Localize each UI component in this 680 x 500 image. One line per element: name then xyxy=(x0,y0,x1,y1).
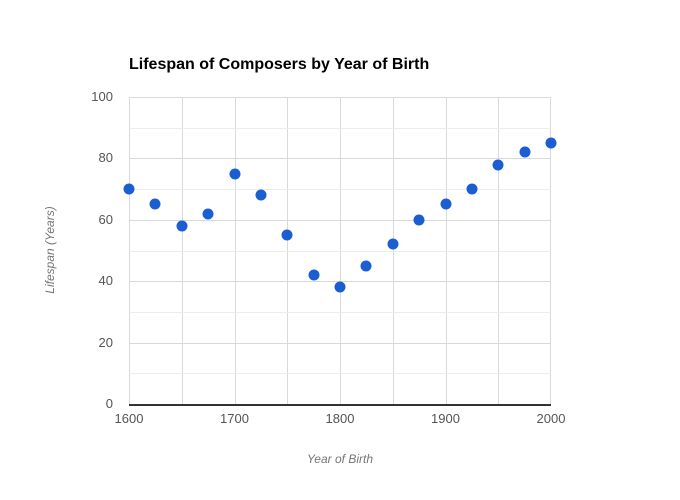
data-point[interactable] xyxy=(255,189,267,201)
data-point[interactable] xyxy=(202,208,214,220)
x-tick-label: 2000 xyxy=(536,411,566,426)
data-point[interactable] xyxy=(281,229,293,241)
data-point[interactable] xyxy=(519,146,531,158)
data-point[interactable] xyxy=(545,137,557,149)
gridline-horizontal-minor xyxy=(129,250,551,252)
gridline-horizontal-major xyxy=(129,342,551,344)
data-point[interactable] xyxy=(123,183,135,195)
gridline-horizontal-major xyxy=(129,158,551,160)
gridline-horizontal-minor xyxy=(129,373,551,375)
gridline-horizontal-major xyxy=(129,219,551,221)
y-tick-label: 80 xyxy=(98,150,113,166)
x-axis-title: Year of Birth xyxy=(306,452,374,466)
data-point[interactable] xyxy=(413,214,425,226)
x-tick-label: 1700 xyxy=(220,411,249,426)
y-axis-title: Lifespan (Years) xyxy=(43,206,57,294)
y-tick-label: 40 xyxy=(98,273,113,289)
x-tick-label: 1600 xyxy=(114,411,144,426)
y-tick-label: 0 xyxy=(105,396,113,411)
data-point[interactable] xyxy=(229,168,240,180)
y-tick-label: 60 xyxy=(98,211,113,227)
data-point[interactable] xyxy=(492,159,504,171)
data-point[interactable] xyxy=(387,238,399,250)
y-tick-label: 100 xyxy=(91,89,113,104)
data-point[interactable] xyxy=(466,183,478,195)
chart-title: Lifespan of Composers by Year of Birth xyxy=(129,56,430,73)
x-tick-label: 1900 xyxy=(431,411,460,426)
data-point[interactable] xyxy=(440,198,451,210)
data-point[interactable] xyxy=(176,220,188,232)
y-tick-label: 20 xyxy=(98,334,113,350)
gridline-horizontal-minor xyxy=(129,127,551,129)
data-point[interactable] xyxy=(360,260,372,272)
x-tick-label: 1800 xyxy=(325,411,355,426)
data-point[interactable] xyxy=(334,281,346,293)
gridline-horizontal-minor xyxy=(129,189,551,191)
data-point[interactable] xyxy=(149,198,161,210)
plot-area xyxy=(123,97,557,406)
gridline-horizontal-major xyxy=(129,281,551,283)
gridline-horizontal-major xyxy=(129,97,551,98)
gridline-horizontal-minor xyxy=(129,311,551,313)
data-point[interactable] xyxy=(308,269,320,281)
